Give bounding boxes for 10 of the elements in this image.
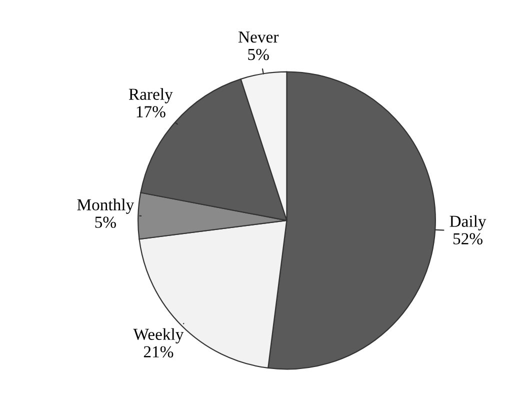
slice-label: Daily <box>450 215 486 230</box>
data-label: 21% <box>144 346 174 358</box>
data-label: 17% <box>136 106 166 118</box>
slice-label: Rarely <box>128 88 173 104</box>
slice-label: Weekly <box>133 328 184 344</box>
slice-label: Never <box>238 32 279 43</box>
data-label: 5% <box>248 48 269 60</box>
data-label: 52% <box>453 233 482 244</box>
data-label: 5% <box>95 216 116 228</box>
slice-label: Monthly <box>77 198 134 214</box>
